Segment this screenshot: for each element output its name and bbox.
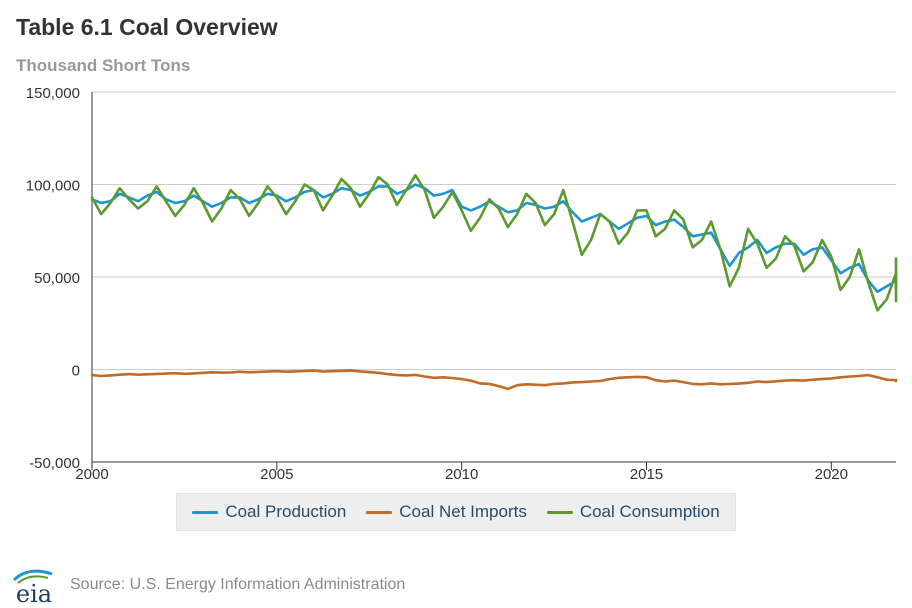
legend-item-coal-consumption[interactable]: Coal Consumption — [546, 502, 720, 522]
chart-legend: Coal Production Coal Net Imports Coal Co… — [176, 493, 736, 531]
y-tick-label: -50,000 — [29, 455, 80, 472]
series-line-coal-consumption — [90, 174, 898, 312]
legend-label-net-imports: Coal Net Imports — [399, 502, 527, 521]
y-tick-label: 150,000 — [26, 85, 80, 102]
y-tick-label: 0 — [72, 363, 80, 380]
x-tick-label: 2000 — [75, 466, 108, 480]
y-tick-label: 50,000 — [34, 270, 80, 287]
legend-swatch-consumption — [546, 510, 573, 514]
x-tick-label: 2010 — [445, 466, 478, 480]
series-line-coal-net-imports — [90, 369, 898, 391]
legend-item-coal-production[interactable]: Coal Production — [192, 502, 346, 522]
x-tick-label: 2005 — [260, 466, 293, 480]
source-text: Source: U.S. Energy Information Administ… — [70, 576, 406, 593]
legend-label-consumption: Coal Consumption — [579, 502, 720, 521]
eia-logo-text: eia — [16, 580, 52, 606]
legend-item-coal-net-imports[interactable]: Coal Net Imports — [366, 502, 527, 522]
legend-label-production: Coal Production — [225, 502, 347, 521]
footer: eia Source: U.S. Energy Information Admi… — [8, 564, 405, 606]
legend-swatch-production — [192, 510, 219, 514]
chart-title: Table 6.1 Coal Overview — [16, 14, 278, 40]
chart-subtitle: Thousand Short Tons — [16, 56, 191, 75]
y-tick-label: 100,000 — [26, 178, 80, 195]
series-line-coal-production — [90, 183, 898, 294]
x-tick-label: 2015 — [630, 466, 663, 480]
legend-swatch-net-imports — [366, 510, 393, 514]
coal-overview-chart: -50,000 0 50,000 100,000 150,000 2000 2005 2010… — [26, 85, 898, 480]
eia-logo: eia — [12, 569, 53, 606]
x-tick-label: 2020 — [815, 466, 848, 480]
